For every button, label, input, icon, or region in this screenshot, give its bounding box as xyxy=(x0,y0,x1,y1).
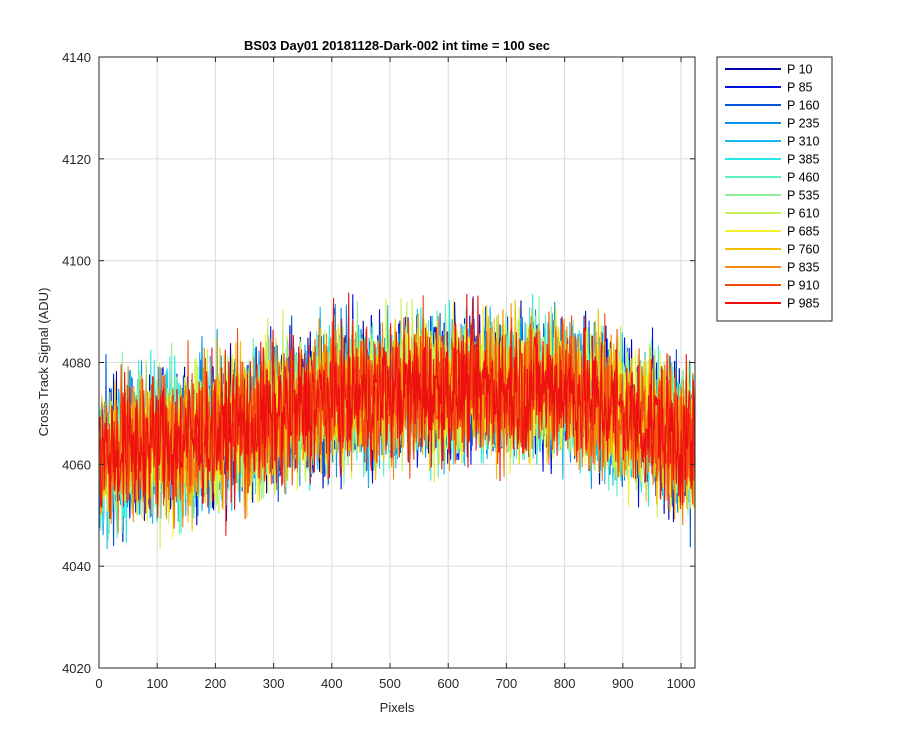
legend-label: P 235 xyxy=(787,117,819,131)
x-tick-label: 200 xyxy=(205,676,227,691)
series-line-p-985 xyxy=(99,292,696,536)
y-axis-label: Cross Track Signal (ADU) xyxy=(36,288,51,437)
y-tick-label: 4080 xyxy=(62,356,91,371)
y-tick-label: 4140 xyxy=(62,50,91,65)
legend-label: P 910 xyxy=(787,279,819,293)
x-tick-label: 1000 xyxy=(667,676,696,691)
x-tick-label: 400 xyxy=(321,676,343,691)
chart-title: BS03 Day01 20181128-Dark-002 int time = … xyxy=(244,38,550,53)
y-tick-label: 4060 xyxy=(62,457,91,472)
legend-label: P 10 xyxy=(787,63,813,77)
x-tick-label: 300 xyxy=(263,676,285,691)
legend-label: P 685 xyxy=(787,225,819,239)
legend-box xyxy=(716,56,833,322)
x-tick-label: 0 xyxy=(95,676,102,691)
legend-label: P 385 xyxy=(787,153,819,167)
legend-label: P 160 xyxy=(787,99,819,113)
y-tick-label: 4100 xyxy=(62,254,91,269)
y-tick-label: 4120 xyxy=(62,152,91,167)
y-tick-label: 4020 xyxy=(62,661,91,676)
x-tick-label: 600 xyxy=(437,676,459,691)
legend-label: P 460 xyxy=(787,171,819,185)
x-tick-label: 700 xyxy=(496,676,518,691)
legend-label: P 760 xyxy=(787,243,819,257)
y-tick-label: 4040 xyxy=(62,559,91,574)
legend-label: P 610 xyxy=(787,207,819,221)
axis-ticks: 0 100 200 300 400 500 600 700 800 900 1000 4020 4040… xyxy=(62,50,695,691)
legend-label: P 835 xyxy=(787,261,819,275)
legend: P 10 P 85 P 160 P 235 P 310 P 385 P 460 P 535 P … xyxy=(716,56,833,322)
legend-label: P 535 xyxy=(787,189,819,203)
series-lines xyxy=(99,292,696,549)
x-tick-label: 800 xyxy=(554,676,576,691)
legend-label: P 310 xyxy=(787,135,819,149)
x-tick-label: 100 xyxy=(146,676,168,691)
x-tick-label: 500 xyxy=(379,676,401,691)
x-axis-label: Pixels xyxy=(380,700,415,715)
legend-label: P 85 xyxy=(787,81,813,95)
legend-label: P 985 xyxy=(787,297,819,311)
x-tick-label: 900 xyxy=(612,676,634,691)
